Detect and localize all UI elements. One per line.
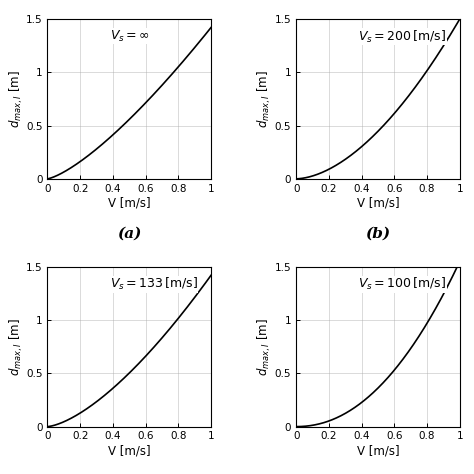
Text: (a): (a): [117, 227, 141, 241]
Y-axis label: $d_{max,I}$ [m]: $d_{max,I}$ [m]: [7, 70, 25, 128]
Text: $V_s = 100\,[{\rm m/s}]$: $V_s = 100\,[{\rm m/s}]$: [358, 276, 447, 292]
Y-axis label: $d_{max,I}$ [m]: $d_{max,I}$ [m]: [256, 318, 273, 375]
Text: $V_s = 200\,[{\rm m/s}]$: $V_s = 200\,[{\rm m/s}]$: [358, 28, 447, 45]
X-axis label: V [m/s]: V [m/s]: [356, 196, 399, 210]
X-axis label: V [m/s]: V [m/s]: [108, 196, 151, 210]
X-axis label: V [m/s]: V [m/s]: [108, 444, 151, 457]
Text: $V_s = 133\,[{\rm m/s}]$: $V_s = 133\,[{\rm m/s}]$: [109, 276, 198, 292]
Text: $V_s = \infty$: $V_s = \infty$: [109, 28, 149, 44]
Y-axis label: $d_{max,I}$ [m]: $d_{max,I}$ [m]: [7, 318, 25, 375]
X-axis label: V [m/s]: V [m/s]: [356, 444, 399, 457]
Text: (b): (b): [365, 227, 391, 241]
Y-axis label: $d_{max,I}$ [m]: $d_{max,I}$ [m]: [256, 70, 273, 128]
